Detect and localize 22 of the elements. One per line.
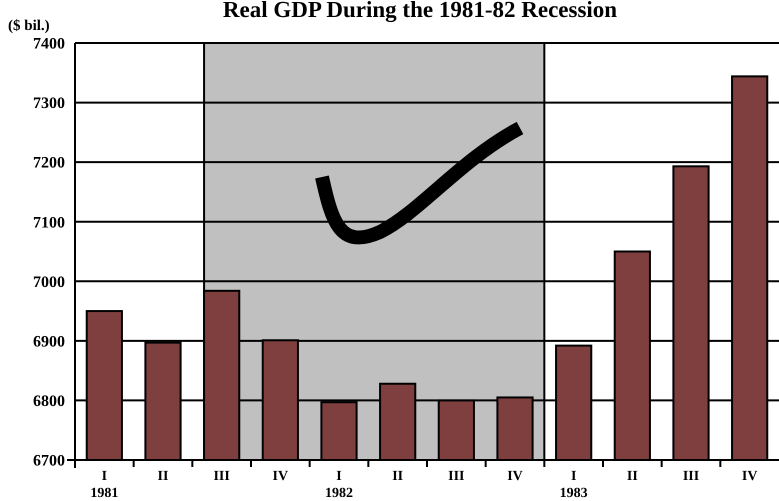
x-tick-label: II (626, 469, 638, 484)
y-tick-label: 7000 (33, 274, 65, 291)
x-tick-label: II (392, 469, 404, 484)
x-tick-label: I 1982 (325, 469, 353, 501)
y-tick-label: 6700 (33, 452, 65, 470)
x-tick-label: III (448, 469, 465, 484)
y-tick-label: 7400 (33, 36, 65, 53)
x-tick-label: I 1981 (90, 469, 118, 501)
x-tick-label: IV (742, 469, 758, 484)
x-tick-label: IV (272, 469, 288, 484)
x-tick-label: I 1983 (560, 469, 588, 501)
y-tick-label: 7200 (33, 154, 65, 172)
x-tick-label: III (213, 469, 230, 484)
x-tick-label: III (682, 469, 700, 484)
y-tick-label: 6800 (33, 393, 65, 410)
y-tick-label: 7100 (33, 214, 65, 232)
x-tick-label: II (158, 469, 168, 484)
x-tick-label: IV (507, 469, 523, 484)
y-axis-title: ($ bil.) (8, 18, 50, 34)
y-tick-label: 6900 (33, 333, 65, 350)
y-tick-label: 7300 (33, 95, 65, 112)
chart-title: Real GDP During the 1981-82 Recession (222, 0, 618, 23)
